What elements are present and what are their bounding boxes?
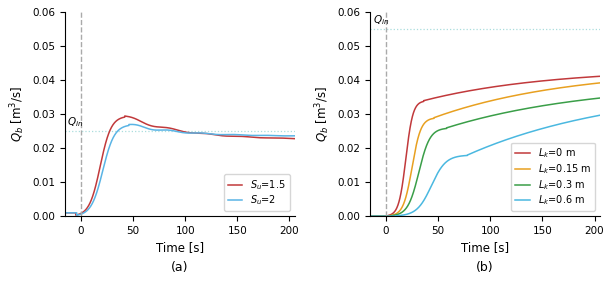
$L_k$=0.6 m [367,214,374,218]
$S_u$=1.5 [262,136,269,140]
Line: $L_k$=0 m: $L_k$=0 m [370,76,600,216]
$L_k$=0.6 m [567,120,574,123]
Text: $Q_{in}$: $Q_{in}$ [67,115,84,128]
Text: (b): (b) [476,261,494,274]
$L_k$=0.15 m [367,214,374,218]
Line: $S_u$=1.5: $S_u$=1.5 [66,116,295,215]
$L_k$=0.15 m [592,82,599,85]
Y-axis label: $Q_b$ [m$^3$/s]: $Q_b$ [m$^3$/s] [313,86,332,142]
$S_u$=1.5 [102,143,109,147]
$L_k$=0.3 m [592,97,599,100]
X-axis label: Time [s]: Time [s] [156,241,204,255]
$L_k$=0.3 m [455,123,462,126]
$L_k$=0.6 m [455,155,462,158]
$L_k$=0.6 m [393,214,400,217]
$S_u$=2 [73,213,80,217]
$L_k$=0 m [406,125,414,129]
$S_u$=1.5 [159,126,167,129]
$L_k$=0 m [567,77,574,80]
$L_k$=0.15 m [455,108,462,111]
Legend: $L_k$=0 m, $L_k$=0.15 m, $L_k$=0.3 m, $L_k$=0.6 m: $L_k$=0 m, $L_k$=0.15 m, $L_k$=0.3 m, $L… [511,142,595,211]
$S_u$=1.5 [72,213,80,217]
$L_k$=0 m [592,75,599,78]
$L_k$=0.6 m [406,211,414,215]
$L_k$=0.6 m [465,153,472,156]
$L_k$=0 m [393,207,400,210]
$L_k$=0.3 m [393,213,400,217]
$S_u$=2 [262,134,269,137]
Line: $L_k$=0.3 m: $L_k$=0.3 m [370,98,600,216]
Line: $L_k$=0.15 m: $L_k$=0.15 m [370,83,600,216]
$S_u$=2 [128,123,135,126]
$S_u$=1.5 [150,125,157,128]
$L_k$=0.15 m [596,81,603,85]
$L_k$=0.15 m [465,105,472,108]
$S_u$=1.5 [291,137,299,140]
Line: $L_k$=0.6 m: $L_k$=0.6 m [370,115,600,216]
Text: $Q_{in}$: $Q_{in}$ [373,13,389,27]
$L_k$=0.3 m [406,199,414,203]
$L_k$=0.3 m [596,96,603,100]
$L_k$=0.15 m [393,212,400,215]
$S_u$=1.5 [88,198,95,201]
$S_u$=2 [102,160,109,163]
$L_k$=0 m [455,91,462,95]
Text: (a): (a) [171,261,189,274]
X-axis label: Time [s]: Time [s] [461,241,509,255]
$S_u$=1.5 [287,137,294,140]
$L_k$=0.15 m [567,85,574,88]
Line: $S_u$=2: $S_u$=2 [66,124,295,215]
Legend: $S_u$=1.5, $S_u$=2: $S_u$=1.5, $S_u$=2 [224,174,290,211]
$S_u$=2 [291,134,299,138]
$S_u$=2 [88,203,95,206]
$L_k$=0.3 m [465,120,472,123]
$L_k$=0 m [367,214,374,218]
$L_k$=0.6 m [596,114,603,117]
$S_u$=1.5 [121,114,129,118]
$S_u$=2 [150,128,157,132]
$L_k$=0.3 m [367,214,374,218]
$S_u$=1.5 [62,211,69,214]
$S_u$=2 [287,134,294,138]
$S_u$=2 [159,128,167,132]
$L_k$=0.15 m [406,176,414,179]
$L_k$=0 m [465,89,472,93]
$L_k$=0.6 m [592,114,599,118]
$S_u$=2 [62,211,69,214]
$L_k$=0.3 m [567,100,574,103]
Y-axis label: $Q_b$ [m$^3$/s]: $Q_b$ [m$^3$/s] [9,86,27,142]
$L_k$=0 m [596,75,603,78]
